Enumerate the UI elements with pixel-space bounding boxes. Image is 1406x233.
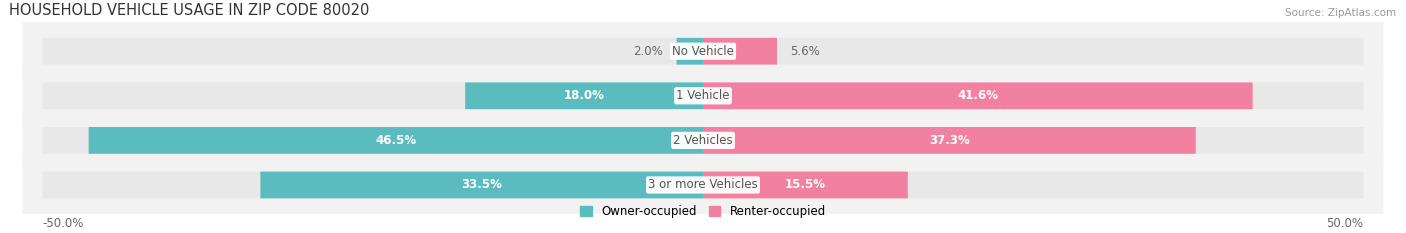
Text: HOUSEHOLD VEHICLE USAGE IN ZIP CODE 80020: HOUSEHOLD VEHICLE USAGE IN ZIP CODE 8002… [10, 3, 370, 18]
Text: 15.5%: 15.5% [785, 178, 825, 192]
Text: 2.0%: 2.0% [634, 45, 664, 58]
Text: 2 Vehicles: 2 Vehicles [673, 134, 733, 147]
FancyBboxPatch shape [22, 67, 1384, 125]
Text: 18.0%: 18.0% [564, 89, 605, 102]
Text: 5.6%: 5.6% [790, 45, 820, 58]
FancyBboxPatch shape [703, 82, 1253, 109]
FancyBboxPatch shape [89, 127, 703, 154]
FancyBboxPatch shape [22, 22, 1384, 80]
Text: 46.5%: 46.5% [375, 134, 416, 147]
Text: Source: ZipAtlas.com: Source: ZipAtlas.com [1285, 8, 1396, 18]
Text: 41.6%: 41.6% [957, 89, 998, 102]
FancyBboxPatch shape [22, 111, 1384, 169]
FancyBboxPatch shape [260, 171, 703, 198]
FancyBboxPatch shape [42, 38, 1364, 65]
FancyBboxPatch shape [703, 38, 778, 65]
FancyBboxPatch shape [42, 127, 1364, 154]
FancyBboxPatch shape [42, 82, 1364, 109]
Text: No Vehicle: No Vehicle [672, 45, 734, 58]
FancyBboxPatch shape [42, 171, 1364, 198]
Text: -50.0%: -50.0% [42, 217, 84, 230]
FancyBboxPatch shape [22, 156, 1384, 214]
Text: 3 or more Vehicles: 3 or more Vehicles [648, 178, 758, 192]
Text: 33.5%: 33.5% [461, 178, 502, 192]
FancyBboxPatch shape [703, 171, 908, 198]
Text: 37.3%: 37.3% [929, 134, 970, 147]
FancyBboxPatch shape [465, 82, 703, 109]
Legend: Owner-occupied, Renter-occupied: Owner-occupied, Renter-occupied [575, 200, 831, 223]
Text: 1 Vehicle: 1 Vehicle [676, 89, 730, 102]
Text: 50.0%: 50.0% [1327, 217, 1364, 230]
FancyBboxPatch shape [676, 38, 703, 65]
FancyBboxPatch shape [703, 127, 1195, 154]
